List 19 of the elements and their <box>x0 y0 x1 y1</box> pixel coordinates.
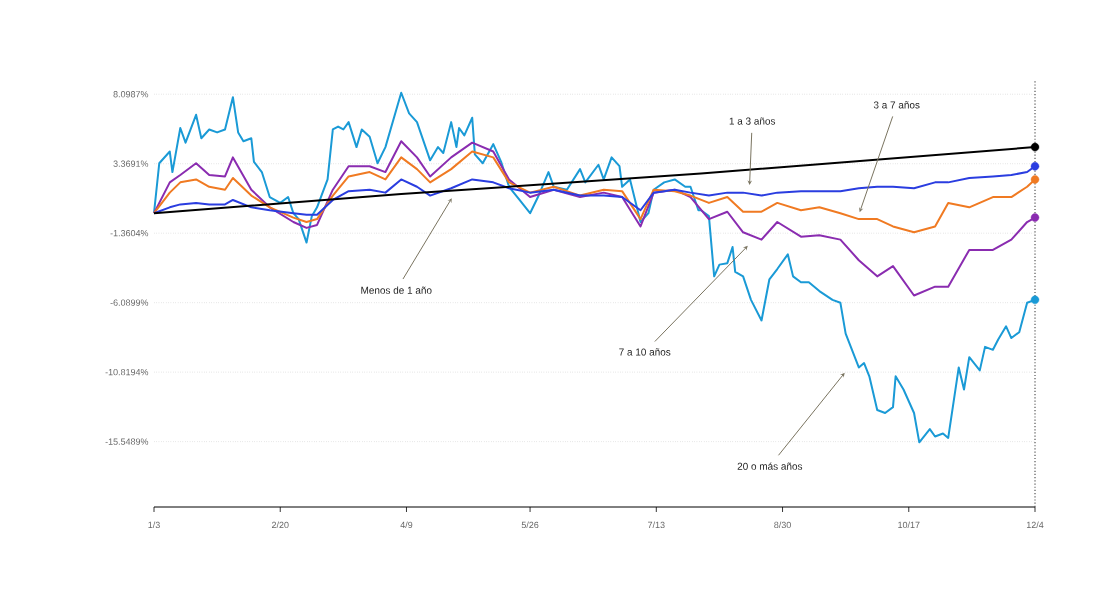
annotation: 7 a 10 años <box>619 348 671 356</box>
y-tick-label: -15.5489% <box>105 438 149 445</box>
x-tick-label: 7/13 <box>648 521 665 529</box>
y-tick-label: 8.0987% <box>113 91 149 98</box>
x-tick-label: 4/9 <box>400 521 413 529</box>
annotation: 3 a 7 años <box>873 101 920 109</box>
y-tick-label: -10.8194% <box>105 368 149 376</box>
y-tick-label: -1.3604% <box>110 230 149 237</box>
x-tick-label: 12/4 <box>1026 521 1044 529</box>
x-tick-label: 5/26 <box>521 521 539 529</box>
annotation: 20 o más años <box>737 462 803 470</box>
x-tick-label: 1/3 <box>148 521 160 529</box>
y-tick-label: 3.3691% <box>113 160 149 167</box>
annotation: Menos de 1 año <box>361 286 432 294</box>
x-tick-label: 8/30 <box>774 521 791 529</box>
annotation: 1 a 3 años <box>729 117 776 125</box>
x-tick-label: 2/20 <box>271 521 289 529</box>
x-tick-label: 10/17 <box>898 521 920 529</box>
y-tick-label: -6.0899% <box>110 299 149 306</box>
